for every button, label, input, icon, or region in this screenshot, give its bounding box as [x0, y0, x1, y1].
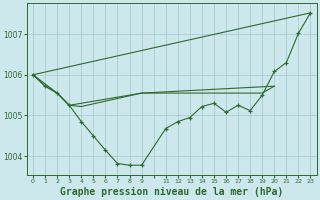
X-axis label: Graphe pression niveau de la mer (hPa): Graphe pression niveau de la mer (hPa)	[60, 186, 284, 197]
